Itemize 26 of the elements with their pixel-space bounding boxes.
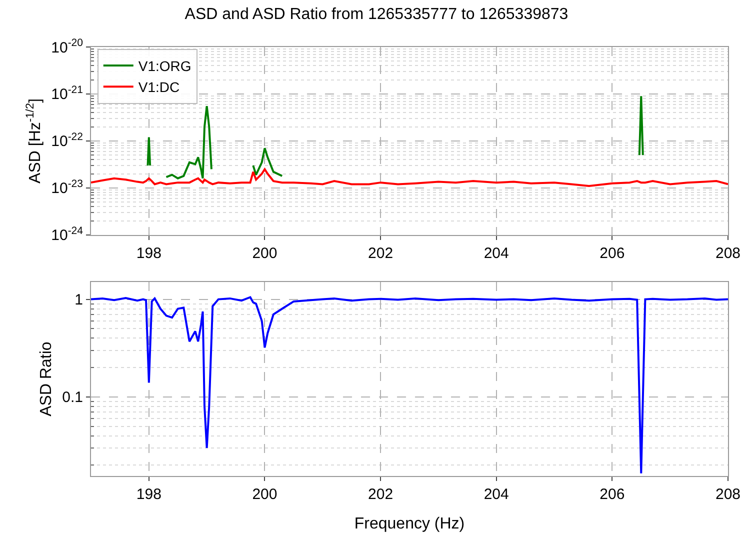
x-tick-label: 198 [136,486,162,503]
y-tick-label: 0.1 [62,389,83,406]
x-tick-label: 202 [368,486,394,503]
x-tick-label: 206 [600,244,625,262]
y-axis-title: ASD Ratio [38,342,56,416]
y-tick-label: 1 [74,292,83,309]
line-series [91,168,728,187]
line-series [91,296,728,474]
x-tick-label: 202 [368,244,394,262]
x-tick-label: 200 [252,244,278,262]
x-axis-title: Frequency (Hz) [354,516,465,533]
y-tick-label: 10$^{-20}$ [51,36,84,56]
y-tick-label: 10$^{-24}$ [51,224,84,244]
y-tick-label: 10$^{-21}$ [51,84,84,104]
x-tick-label: 208 [715,244,741,262]
x-tick-label: 204 [484,486,509,503]
x-tick-label: 204 [484,244,509,262]
x-tick-label: 206 [600,486,625,503]
legend-label: V1:DC [138,79,180,96]
x-tick-label: 200 [252,486,278,503]
x-tick-label: 198 [136,244,162,262]
y-tick-label: 10$^{-22}$ [51,130,84,150]
y-tick-label: 10$^{-23}$ [51,178,84,198]
chart-title: ASD and ASD Ratio from 1265335777 to 1265339873 [184,6,568,24]
x-tick-label: 208 [715,486,741,503]
legend-label: V1:ORG [138,58,192,74]
